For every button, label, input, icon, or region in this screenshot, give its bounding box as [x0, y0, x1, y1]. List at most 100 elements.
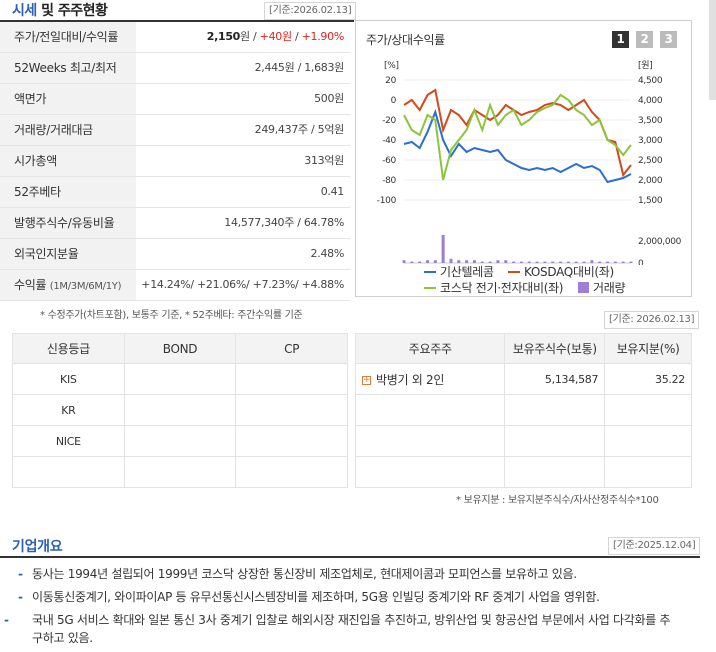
right-tick-label: 3,000 [638, 136, 663, 146]
volume-bar [559, 261, 563, 263]
return-chart: [%] [원] 20 0 -20 -40 -60 -80 -100 4,500 4,000 3,… [377, 60, 682, 265]
overview-item: - 이동통신중계기, 와이파이AP 등 유무선통신시스템장비를 제조하며, 5G용… [18, 590, 600, 604]
legend-swatch [424, 286, 436, 289]
chart-title: 주가/상대수익률 [366, 33, 445, 47]
volume-bar [410, 261, 414, 263]
right-tick-label: 2,000 [638, 176, 663, 186]
expand-icon[interactable]: + [362, 375, 371, 385]
col-header: CP [235, 333, 348, 364]
market-section-title: 시세 및 주주현황 [12, 3, 108, 19]
row-label: 52Weeks 최고/최저 [0, 53, 136, 83]
volume-tick-label: 2,000,000 [638, 237, 682, 247]
volume-bar [598, 261, 602, 263]
volume-bar [425, 260, 429, 263]
left-tick-label: -80 [382, 176, 396, 186]
volume-bar [613, 261, 617, 263]
market-date: [기준:2026.02.13] [264, 2, 357, 20]
volume-bar [465, 260, 469, 263]
row-value: 0.41 [320, 185, 345, 198]
table-row: KR [12, 394, 348, 426]
overview-date: [기준:2025.12.04] [608, 537, 701, 555]
right-tick-label: 4,000 [638, 96, 663, 106]
right-tick-label: 1,500 [638, 196, 663, 206]
chart-tab-1[interactable]: 1 [612, 31, 629, 48]
row-value: 313억원 [304, 154, 344, 167]
table-row: + 박병기 외 2인 5,134,587 35.22 [354, 363, 692, 395]
table-row [12, 456, 348, 488]
legend-item: 코스닥 전기·전자대비(좌) [424, 279, 564, 296]
row-label: 수익률 (1M/3M/6M/1Y) [0, 270, 136, 300]
market-table: 주가/전일대비/수익률 2,150원 / +40원 / +1.90% 52Wee… [0, 22, 350, 301]
volume-bar [582, 261, 586, 263]
row-52weeks: 52Weeks 최고/최저 2,445원 / 1,683원 [0, 53, 350, 84]
right-tick-label: 4,500 [638, 76, 663, 86]
row-market-cap: 시가총액 313억원 [0, 146, 350, 177]
left-tick-label: -20 [382, 116, 396, 126]
row-beta: 52주베타 0.41 [0, 177, 350, 208]
row-label: 발행주식수/유동비율 [0, 208, 136, 238]
row-value: 2.48% [310, 247, 345, 260]
row-label: 시가총액 [0, 146, 136, 176]
col-header: 주요주주 [354, 333, 506, 364]
col-header: 신용등급 [12, 333, 125, 364]
volume-bar [535, 261, 539, 263]
shareholders-table: 주요주주 보유주식수(보통) 보유지분(%) + 박병기 외 2인 5,134,5… [354, 333, 692, 488]
volume-bar [566, 261, 570, 263]
col-header: 보유지분(%) [604, 333, 692, 364]
divider [0, 20, 354, 22]
volume-bar [574, 261, 578, 263]
series-line [403, 108, 632, 184]
row-label: 주가/전일대비/수익률 [0, 22, 136, 52]
shareholder-name-cell[interactable]: + 박병기 외 2인 [354, 363, 506, 395]
row-value: 500원 [314, 92, 344, 105]
left-unit: [%] [384, 61, 399, 71]
shares-cell: 5,134,587 [504, 363, 606, 395]
volume-tick-label: 0 [638, 259, 644, 265]
volume-bar [402, 260, 406, 263]
volume-bar [606, 261, 610, 263]
volume-bar [629, 261, 633, 263]
row-par-value: 액면가 500원 [0, 84, 350, 115]
overview-item: - 동사는 1994년 설립되어 1999년 코스닥 상장한 통신장비 제조업체로… [18, 567, 577, 581]
volume-bar [433, 260, 437, 263]
volume-bar [543, 261, 547, 263]
legend-swatch [424, 270, 436, 273]
row-label: 거래량/거래대금 [0, 115, 136, 145]
legend-swatch [578, 282, 589, 293]
volume-bar [504, 260, 508, 263]
volume-bar [512, 261, 516, 263]
chart-tab-2[interactable]: 2 [636, 31, 653, 48]
left-tick-label: -40 [382, 136, 396, 146]
chart-tab-3[interactable]: 3 [660, 31, 677, 48]
series-line [403, 88, 632, 178]
legend-item: KOSDAQ대비(좌) [508, 263, 614, 280]
scrollbar[interactable] [709, 0, 716, 100]
row-returns: 수익률 (1M/3M/6M/1Y) +14.24%/ +21.06%/ +7.2… [0, 270, 350, 301]
row-shares: 발행주식수/유동비율 14,577,340주 / 64.78% [0, 208, 350, 239]
volume-bar [441, 235, 445, 263]
right-tick-label: 3,500 [638, 116, 663, 126]
table-row: NICE [12, 425, 348, 457]
shareholders-note: * 보유지분 : 보유지분주식수/자사산정주식수*100 [456, 495, 659, 506]
series-line [403, 93, 632, 181]
row-value: +14.24%/ +21.06%/ +7.23%/ +4.88% [141, 278, 344, 291]
divider [0, 556, 700, 558]
row-value: 14,577,340주 / 64.78% [224, 216, 344, 229]
col-header: 보유주식수(보통) [504, 333, 606, 364]
market-note: * 수정주가(차트포함), 보통주 기준, * 52주베타: 주간수익률 기준 [40, 310, 303, 321]
left-tick-label: -60 [382, 156, 396, 166]
shareholders-date: [기준: 2026.02.13] [604, 311, 700, 329]
bullet: - [18, 567, 23, 581]
left-tick-label: 20 [385, 76, 396, 86]
legend-swatch [508, 270, 520, 273]
row-label: 52주베타 [0, 177, 136, 207]
volume-bar [621, 261, 625, 263]
right-tick-label: 2,500 [638, 156, 663, 166]
volume-bar [590, 260, 594, 263]
credit-rating-table: 신용등급 BOND CP KIS KR NICE [12, 333, 348, 488]
table-row [354, 425, 692, 457]
row-label: 액면가 [0, 84, 136, 114]
chart-panel: 주가/상대수익률 1 2 3 [%] [원] 20 0 -20 -40 -60 -80 -1… [355, 20, 692, 297]
row-value: 2,150원 / +40원 / +1.90% [206, 30, 345, 43]
row-label: 외국인지분율 [0, 239, 136, 269]
